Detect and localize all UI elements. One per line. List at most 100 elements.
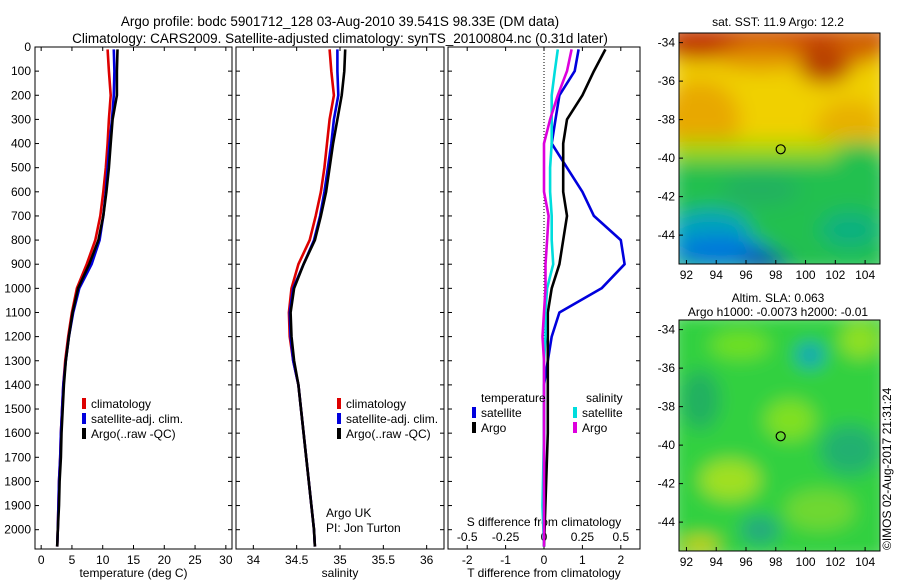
y-tick-label: 600 <box>11 185 31 199</box>
x-tick-label: 0 <box>38 553 45 567</box>
map-x-tick-label: 96 <box>739 268 753 282</box>
y-tick-label: 700 <box>11 209 31 223</box>
legend-swatch <box>472 407 476 418</box>
salinity-profile-frame <box>235 46 445 550</box>
map-x-tick-label: 100 <box>796 555 816 569</box>
s-tick-label: 0.5 <box>612 530 629 544</box>
map-y-tick-label: -38 <box>658 113 676 127</box>
map-y-tick-label: -34 <box>658 323 676 337</box>
map-x-tick-label: 98 <box>769 268 783 282</box>
y-tick-label: 1400 <box>4 378 31 392</box>
x-tick-label: 25 <box>188 553 202 567</box>
y-tick-label: 900 <box>11 257 31 271</box>
series-line-argo-raw-qc- <box>55 49 119 547</box>
series-line-salinity-argo <box>541 49 573 547</box>
x-tick-label: 10 <box>96 553 110 567</box>
legend-swatch <box>337 428 341 439</box>
x-tick-label: 35.5 <box>372 553 396 567</box>
x-tick-label: 15 <box>127 553 141 567</box>
map-y-tick-label: -44 <box>658 515 676 529</box>
map-x-tick-label: 98 <box>769 555 783 569</box>
map-y-tick-label: -40 <box>658 151 676 165</box>
map-x-tick-label: 94 <box>710 555 724 569</box>
map-y-tick-label: -40 <box>658 438 676 452</box>
y-tick-label: 1700 <box>4 450 31 464</box>
y-tick-label: 100 <box>11 64 31 78</box>
sst-map-title: sat. SST: 11.9 Argo: 12.2 <box>712 15 844 29</box>
legend-swatch <box>337 398 341 409</box>
x-tick-label: -1 <box>500 553 511 567</box>
y-tick-label: 1500 <box>4 402 31 416</box>
y-tick-label: 1600 <box>4 426 31 440</box>
y-tick-label: 400 <box>11 137 31 151</box>
argo-position-marker <box>775 144 786 155</box>
y-tick-label: 500 <box>11 161 31 175</box>
legend-swatch <box>573 422 577 433</box>
temperature-profile-xlabel: temperature (deg C) <box>79 566 187 580</box>
imos-credit: ©IMOS 02-Aug-2017 21:31:24 <box>880 387 894 550</box>
map-y-tick-label: -44 <box>658 228 676 242</box>
salinity-profile-xlabel: salinity <box>322 566 359 580</box>
map-y-tick-label: -38 <box>658 400 676 414</box>
s-tick-label: -0.25 <box>492 530 520 544</box>
map-x-tick-label: 104 <box>855 268 875 282</box>
legend-label: satellite <box>481 406 522 420</box>
series-line-argo-raw-qc- <box>289 49 347 547</box>
y-tick-label: 1300 <box>4 354 31 368</box>
temperature-profile-frame <box>34 46 233 550</box>
figure-title-line2: Climatology: CARS2009. Satellite-adjuste… <box>72 31 608 46</box>
argo-position-marker <box>775 431 786 442</box>
x-tick-label: 34 <box>247 553 261 567</box>
map-y-tick-label: -42 <box>658 190 676 204</box>
legend-label: Argo(..raw -QC) <box>91 427 176 441</box>
sla-field <box>679 320 880 551</box>
owner-annotation: Argo UK <box>326 506 371 520</box>
y-tick-label: 1800 <box>4 474 31 488</box>
legend-title-salinity: salinity <box>586 391 623 405</box>
legend-swatch <box>82 428 86 439</box>
x-tick-label: 20 <box>158 553 172 567</box>
map-x-tick-label: 96 <box>739 555 753 569</box>
x-tick-label: 34.5 <box>285 553 309 567</box>
map-y-tick-label: -36 <box>658 74 676 88</box>
legend-label: Argo <box>481 421 507 435</box>
y-tick-label: 1000 <box>4 281 31 295</box>
legend-swatch <box>337 413 341 424</box>
map-x-tick-label: 102 <box>825 555 845 569</box>
y-tick-label: 1900 <box>4 499 31 513</box>
s-tick-label: -0.5 <box>457 530 478 544</box>
x-tick-label: 1 <box>579 553 586 567</box>
y-tick-label: 200 <box>11 88 31 102</box>
figure-title-line1: Argo profile: bodc 5901712_128 03-Aug-20… <box>121 14 559 29</box>
y-tick-label: 2000 <box>4 523 31 537</box>
x-tick-label: 5 <box>69 553 76 567</box>
map-x-tick-label: 104 <box>855 555 875 569</box>
x-tick-label: 0 <box>541 553 548 567</box>
legend-label: Argo <box>582 421 608 435</box>
legend-swatch <box>82 398 86 409</box>
y-tick-label: 1200 <box>4 330 31 344</box>
map-y-tick-label: -36 <box>658 361 676 375</box>
salinity-panel: 34 34.5 35 35.5 36 salinity climatologysatelli… <box>235 46 445 580</box>
y-tick-label: 1100 <box>5 305 31 319</box>
sla-map-panel: Altim. SLA: 0.063 Argo h1000: -0.0073 h2… <box>658 291 881 569</box>
x-tick-label: 35 <box>333 553 347 567</box>
y-tick-label: 300 <box>11 112 31 126</box>
map-y-tick-label: -42 <box>658 477 676 491</box>
sla-map-title-line2: Argo h1000: -0.0073 h2000: -0.01 <box>688 305 868 319</box>
legend-label: satellite <box>582 406 623 420</box>
legend-label: satellite-adj. clim. <box>91 412 183 426</box>
legend-label: climatology <box>346 397 406 411</box>
legend-swatch <box>573 407 577 418</box>
difference-panel: -2 -1 0 1 2T difference from climatology -0.5… <box>447 46 641 580</box>
map-x-tick-label: 100 <box>796 268 816 282</box>
owner-annotation: PI: Jon Turton <box>326 521 401 535</box>
x-tick-label: -2 <box>462 553 473 567</box>
series-line-temperature-argo <box>542 48 607 547</box>
x-tick-label: 30 <box>219 553 233 567</box>
temperature-panel: 0100200300400500600700800900100011001200… <box>4 40 233 580</box>
map-x-tick-label: 102 <box>825 268 845 282</box>
s-tick-label: 0.25 <box>571 530 595 544</box>
y-tick-label: 0 <box>24 40 31 54</box>
